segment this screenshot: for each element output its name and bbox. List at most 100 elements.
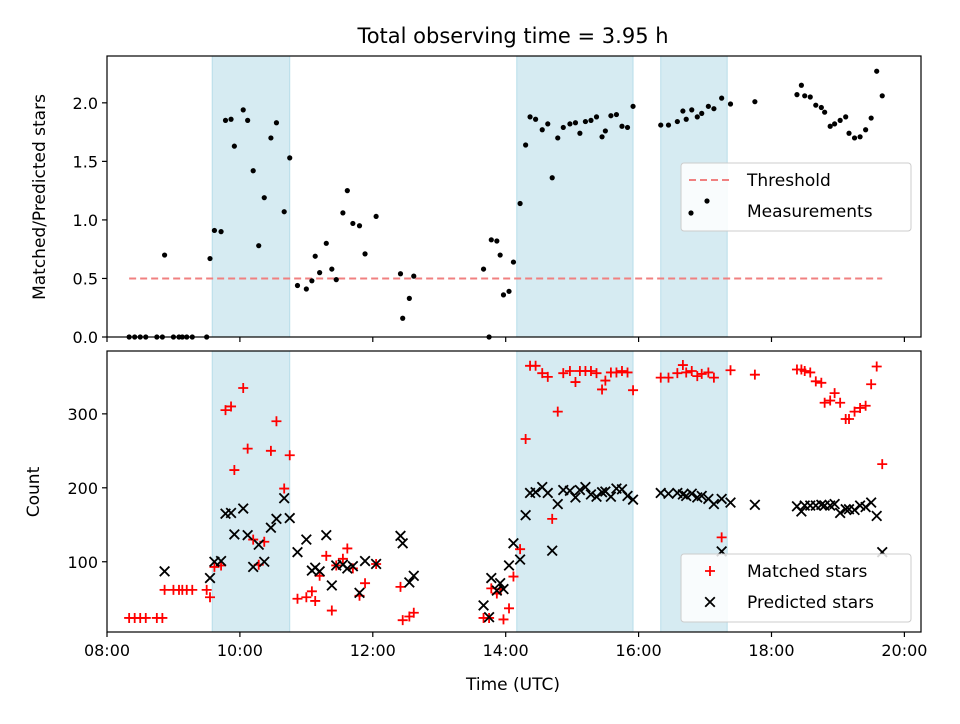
predicted-stars-point bbox=[552, 498, 564, 510]
observing-interval-band bbox=[211, 350, 291, 633]
measurement-point bbox=[333, 277, 339, 283]
measurement-point bbox=[846, 130, 852, 136]
predicted-stars-point bbox=[542, 487, 554, 499]
measurement-point bbox=[362, 251, 368, 257]
matched-stars-point bbox=[570, 377, 581, 388]
predicted-stars-point bbox=[225, 507, 237, 519]
predicted-stars-point bbox=[815, 499, 827, 511]
predicted-stars-point bbox=[708, 498, 720, 510]
matched-stars-point bbox=[703, 367, 714, 378]
measurement-point bbox=[281, 209, 287, 215]
measurement-point bbox=[694, 114, 700, 120]
measurement-point bbox=[665, 122, 672, 128]
matched-stars-point bbox=[558, 368, 569, 379]
matched-stars-point bbox=[520, 433, 531, 444]
predicted-stars-point bbox=[395, 530, 406, 542]
measurement-point bbox=[539, 127, 545, 133]
matched-stars-point bbox=[279, 483, 290, 494]
x-tick-label: 20:00 bbox=[881, 641, 927, 660]
legend-measurement-swatch bbox=[688, 210, 694, 216]
measurement-point bbox=[630, 103, 636, 109]
predicted-stars-point bbox=[508, 537, 519, 549]
measurement-point bbox=[488, 237, 494, 243]
x-tick-label: 12:00 bbox=[350, 641, 396, 660]
matched-stars-point bbox=[242, 443, 253, 454]
matched-stars-point bbox=[292, 593, 303, 604]
legend-label: Measurements bbox=[747, 202, 873, 222]
y-tick-label: 2.0 bbox=[73, 94, 98, 113]
predicted-stars-point bbox=[680, 490, 692, 502]
matched-stars-point bbox=[159, 584, 170, 595]
measurement-point bbox=[822, 109, 828, 115]
predicted-stars-point bbox=[834, 507, 846, 519]
matched-stars-point bbox=[397, 615, 408, 626]
predicted-stars-point bbox=[408, 570, 420, 582]
measurement-point bbox=[555, 135, 561, 141]
measurement-point bbox=[500, 292, 507, 298]
predicted-stars-point bbox=[627, 494, 639, 506]
bottom-panel: 08:00 10:00 12:00 14:00 16:00 18:00 20:00 100 20… bbox=[67, 350, 927, 660]
bottom-y-axis-label: Count bbox=[24, 466, 44, 517]
measurement-point bbox=[287, 155, 293, 161]
measurement-point bbox=[400, 315, 406, 321]
x-tick-label: 18:00 bbox=[748, 641, 794, 660]
matched-stars-point bbox=[716, 532, 727, 543]
measurement-point bbox=[680, 108, 686, 114]
matched-stars-point bbox=[597, 384, 608, 395]
predicted-stars-point bbox=[725, 497, 736, 509]
matched-stars-point bbox=[284, 450, 295, 461]
matched-stars-point bbox=[530, 360, 541, 371]
matched-stars-point bbox=[591, 368, 602, 379]
measurement-point bbox=[658, 122, 664, 128]
matched-stars-point bbox=[238, 382, 249, 393]
legend-measurement-swatch bbox=[704, 198, 710, 204]
measurement-point bbox=[827, 123, 833, 129]
matched-stars-point bbox=[552, 406, 563, 417]
legend-matched-swatch bbox=[705, 566, 715, 576]
measurement-point bbox=[608, 113, 614, 119]
matched-stars-point bbox=[810, 376, 821, 387]
matched-stars-point bbox=[672, 368, 683, 379]
matched-stars-point bbox=[677, 360, 688, 371]
measurement-point bbox=[868, 115, 874, 121]
predicted-stars-point bbox=[478, 599, 489, 611]
measurement-point bbox=[411, 273, 417, 279]
predicted-stars-point bbox=[292, 546, 303, 558]
measurement-point bbox=[705, 103, 711, 109]
matched-stars-point bbox=[877, 459, 888, 470]
measurement-point bbox=[207, 255, 213, 262]
predicted-stars-point bbox=[686, 488, 698, 500]
observing-interval-band bbox=[211, 55, 291, 338]
matched-stars-point bbox=[537, 368, 548, 379]
predicted-stars-point bbox=[247, 561, 259, 573]
predicted-stars-point bbox=[546, 545, 558, 557]
matched-stars-point bbox=[321, 550, 332, 561]
matched-stars-point bbox=[860, 400, 871, 411]
predicted-stars-point bbox=[271, 513, 282, 525]
predicted-stars-point bbox=[663, 488, 674, 500]
predicted-stars-point bbox=[278, 492, 290, 504]
matched-stars-point bbox=[310, 595, 321, 606]
measurement-point bbox=[273, 120, 280, 126]
predicted-stars-point bbox=[677, 489, 689, 500]
predicted-stars-point bbox=[605, 491, 617, 503]
matched-stars-point bbox=[140, 612, 151, 623]
top-y-axis-label: Matched/Predicted stars bbox=[30, 94, 50, 300]
predicted-stars-point bbox=[716, 493, 728, 505]
measurement-point bbox=[549, 175, 555, 181]
measurement-point bbox=[567, 121, 573, 127]
predicted-stars-point bbox=[485, 572, 497, 584]
predicted-stars-point bbox=[253, 539, 265, 551]
measurement-point bbox=[497, 252, 503, 258]
measurement-point bbox=[256, 243, 262, 249]
predicted-stars-point bbox=[237, 503, 249, 514]
predicted-stars-point bbox=[840, 503, 852, 515]
measurement-point bbox=[222, 117, 229, 123]
matched-stars-point bbox=[866, 379, 877, 390]
matched-stars-point bbox=[498, 614, 509, 625]
matched-stars-point bbox=[508, 571, 519, 582]
predicted-stars-point bbox=[865, 497, 877, 509]
y-tick-label: 1.5 bbox=[73, 152, 98, 171]
predicted-stars-point bbox=[370, 558, 382, 570]
predicted-stars-point bbox=[530, 486, 542, 498]
